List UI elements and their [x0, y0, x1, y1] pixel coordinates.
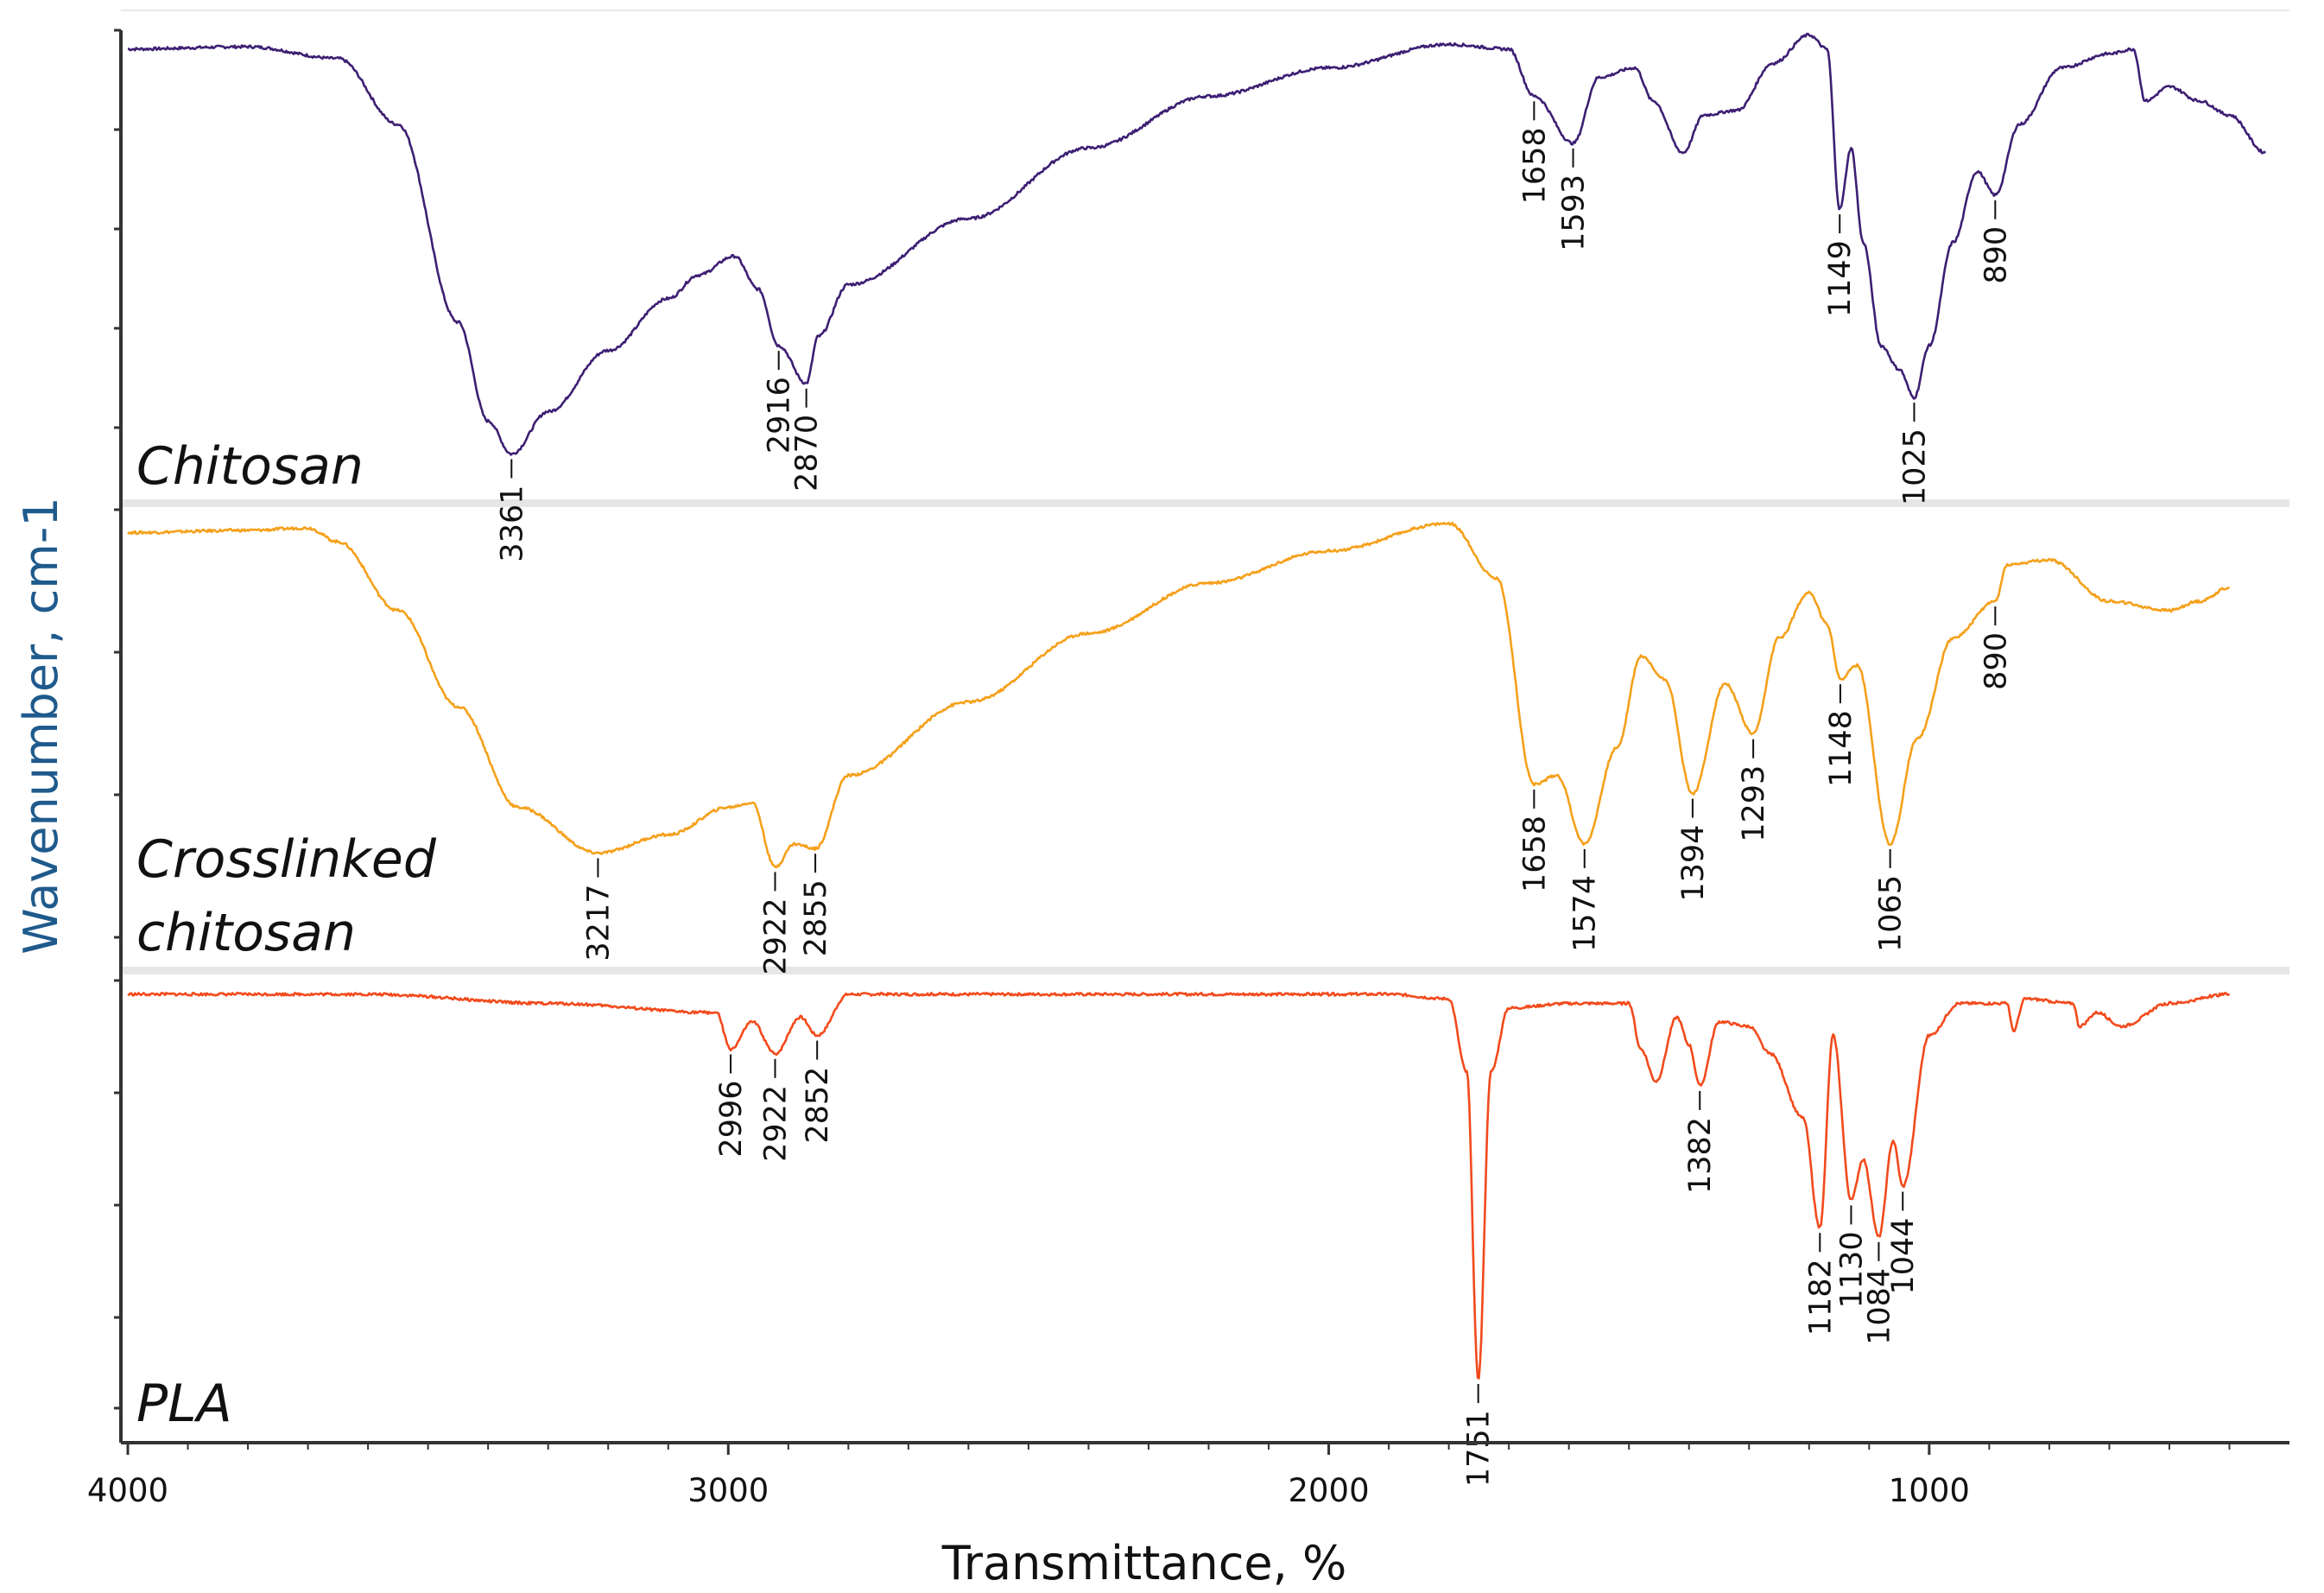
peak-label: 1130	[1834, 1231, 1869, 1308]
spectrum-line	[127, 992, 2231, 1380]
peak-label: 2922	[759, 1085, 794, 1162]
peak-label: 1149	[1823, 240, 1858, 317]
x-tick-label: 3000	[687, 1472, 769, 1509]
peak-label: 2922	[759, 898, 794, 974]
peak-label: 1394	[1676, 825, 1711, 902]
spectra-panels: 3361291628701658159311491025890Chitosan3…	[114, 29, 2289, 1487]
peak-label: 3361	[495, 486, 529, 562]
x-tick-label: 4000	[87, 1472, 168, 1509]
peak-label: 2996	[714, 1081, 749, 1158]
x-axis-title: Transmittance, %	[941, 1536, 1347, 1590]
sample-label: chitosan	[136, 903, 356, 963]
peak-label: 890	[1979, 226, 2013, 284]
x-tick-label: 2000	[1288, 1472, 1369, 1509]
panel-crosslinked-chitosan: 3217 2922 2855 1658 1574 1394 1293 1148 1065 890 C…	[114, 508, 2289, 974]
sample-label: Crosslinked	[136, 829, 437, 890]
peak-label: 3217	[581, 885, 616, 962]
peak-label: 1025	[1898, 428, 1933, 505]
peak-label: 1658	[1517, 127, 1552, 204]
peak-label: 2916	[763, 377, 797, 454]
spectrum-line	[127, 522, 2231, 869]
peak-label: 890	[1979, 632, 2013, 690]
sample-label: Chitosan	[136, 436, 364, 497]
panel-separator	[121, 499, 2289, 507]
peak-label: 2855	[799, 879, 833, 956]
peak-label: 1382	[1683, 1117, 1718, 1194]
x-axis-ticks: 4000 3000 2000 1000	[87, 1443, 2231, 1509]
peak-label: 1182	[1803, 1259, 1838, 1336]
peak-label: 1593	[1557, 175, 1592, 251]
peak-label: 1065	[1874, 875, 1909, 952]
y-axis-title: Wavenumber, cm-1	[14, 497, 68, 954]
peak-label: 1084	[1862, 1268, 1897, 1345]
panel-separator	[121, 967, 2289, 974]
x-tick-label: 1000	[1889, 1472, 1970, 1509]
peak-label: 1044	[1886, 1218, 1921, 1295]
peak-label: 1148	[1824, 710, 1859, 787]
peak-label: 1751	[1462, 1410, 1497, 1487]
peak-label: 1574	[1568, 875, 1603, 952]
sample-label: PLA	[136, 1374, 232, 1434]
peak-label: 2852	[801, 1067, 835, 1144]
peak-label: 1293	[1737, 765, 1771, 842]
peak-label: 1658	[1517, 816, 1552, 892]
peak-label: 2870	[790, 415, 825, 492]
spectrum-line	[127, 32, 2267, 456]
